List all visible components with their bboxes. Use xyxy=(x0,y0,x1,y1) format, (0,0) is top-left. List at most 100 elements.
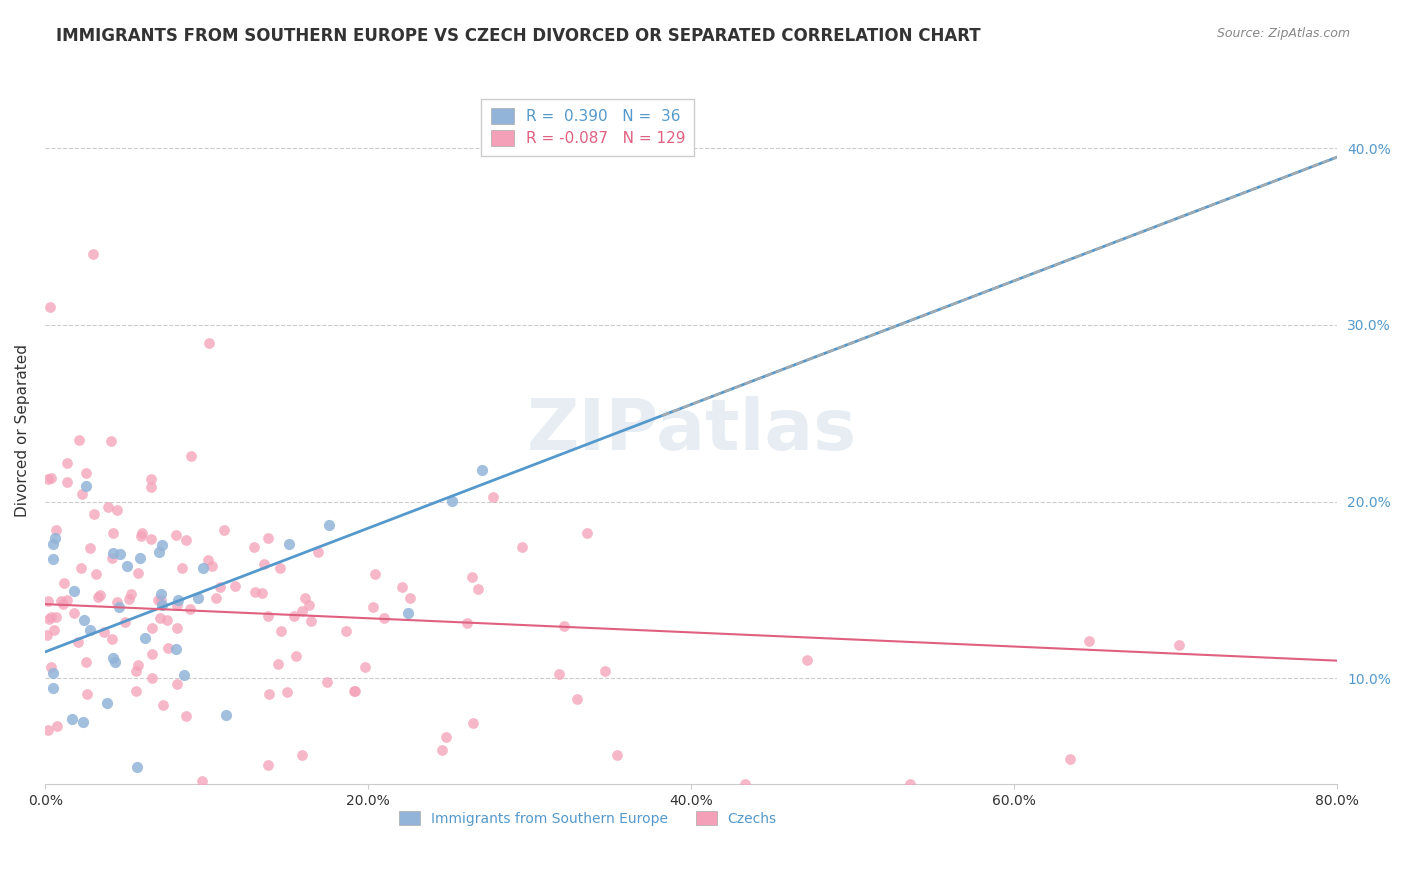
Point xyxy=(224,579,246,593)
Point xyxy=(174,708,197,723)
Point xyxy=(253,558,276,572)
Point xyxy=(215,707,238,722)
Point xyxy=(134,631,156,645)
Point xyxy=(117,558,139,573)
Point xyxy=(149,587,172,601)
Point xyxy=(79,541,101,555)
Point xyxy=(165,528,187,542)
Point xyxy=(55,456,77,470)
Point xyxy=(166,598,188,612)
Point xyxy=(170,561,193,575)
Point xyxy=(270,624,292,638)
Point xyxy=(606,747,628,762)
Point xyxy=(364,566,387,581)
Point xyxy=(141,622,163,636)
Point xyxy=(101,651,124,665)
Point xyxy=(212,523,235,537)
Point xyxy=(75,655,97,669)
Point xyxy=(125,684,148,698)
Point xyxy=(100,550,122,565)
Point xyxy=(87,590,110,604)
Point xyxy=(176,533,198,547)
Point xyxy=(45,610,67,624)
Point xyxy=(1077,634,1099,648)
Point xyxy=(125,760,148,774)
Point xyxy=(148,545,170,559)
Point xyxy=(316,674,339,689)
Point xyxy=(46,719,69,733)
Point xyxy=(39,300,62,314)
Point xyxy=(66,635,89,649)
Point xyxy=(187,591,209,606)
Point xyxy=(461,570,484,584)
Point xyxy=(512,540,534,554)
Point xyxy=(76,687,98,701)
Point xyxy=(84,567,107,582)
Point xyxy=(41,660,63,674)
Point xyxy=(104,655,127,669)
Point xyxy=(193,561,215,575)
Point xyxy=(396,607,419,621)
Point xyxy=(335,624,357,638)
Point xyxy=(256,608,278,623)
Point xyxy=(63,584,86,599)
Point xyxy=(152,698,174,712)
Point xyxy=(201,558,224,573)
Point xyxy=(243,540,266,554)
Point xyxy=(593,664,616,678)
Point xyxy=(89,588,111,602)
Point xyxy=(149,611,172,625)
Text: IMMIGRANTS FROM SOUTHERN EUROPE VS CZECH DIVORCED OR SEPARATED CORRELATION CHART: IMMIGRANTS FROM SOUTHERN EUROPE VS CZECH… xyxy=(56,27,981,45)
Point xyxy=(72,714,94,729)
Point xyxy=(105,595,128,609)
Point xyxy=(114,615,136,630)
Point xyxy=(166,593,188,607)
Point xyxy=(93,625,115,640)
Point xyxy=(243,585,266,599)
Point xyxy=(391,581,413,595)
Point xyxy=(1168,639,1191,653)
Point xyxy=(42,665,65,680)
Point xyxy=(83,507,105,521)
Point xyxy=(467,582,489,597)
Point xyxy=(180,449,202,463)
Point xyxy=(131,525,153,540)
Point xyxy=(157,641,180,656)
Point xyxy=(291,747,314,762)
Point xyxy=(53,575,76,590)
Point xyxy=(70,561,93,575)
Point xyxy=(42,624,65,638)
Point xyxy=(197,335,219,350)
Point xyxy=(35,628,58,642)
Point xyxy=(129,529,152,543)
Point xyxy=(42,537,65,551)
Point xyxy=(37,472,59,486)
Point xyxy=(150,598,173,612)
Point xyxy=(62,607,84,621)
Point xyxy=(166,677,188,691)
Point xyxy=(103,526,125,541)
Point xyxy=(318,518,340,533)
Point xyxy=(125,665,148,679)
Point xyxy=(284,648,307,663)
Point xyxy=(108,547,131,561)
Point xyxy=(277,537,299,551)
Point xyxy=(734,777,756,791)
Point xyxy=(75,479,97,493)
Point xyxy=(354,660,377,674)
Point xyxy=(67,433,90,447)
Point xyxy=(73,613,96,627)
Point xyxy=(436,730,458,744)
Point xyxy=(399,591,422,605)
Point xyxy=(100,434,122,448)
Point xyxy=(127,658,149,673)
Point xyxy=(39,471,62,485)
Point xyxy=(456,615,478,630)
Point xyxy=(44,531,66,545)
Point xyxy=(118,591,141,606)
Point xyxy=(463,715,485,730)
Point xyxy=(898,777,921,791)
Point xyxy=(276,685,298,699)
Point xyxy=(38,611,60,625)
Point xyxy=(45,523,67,537)
